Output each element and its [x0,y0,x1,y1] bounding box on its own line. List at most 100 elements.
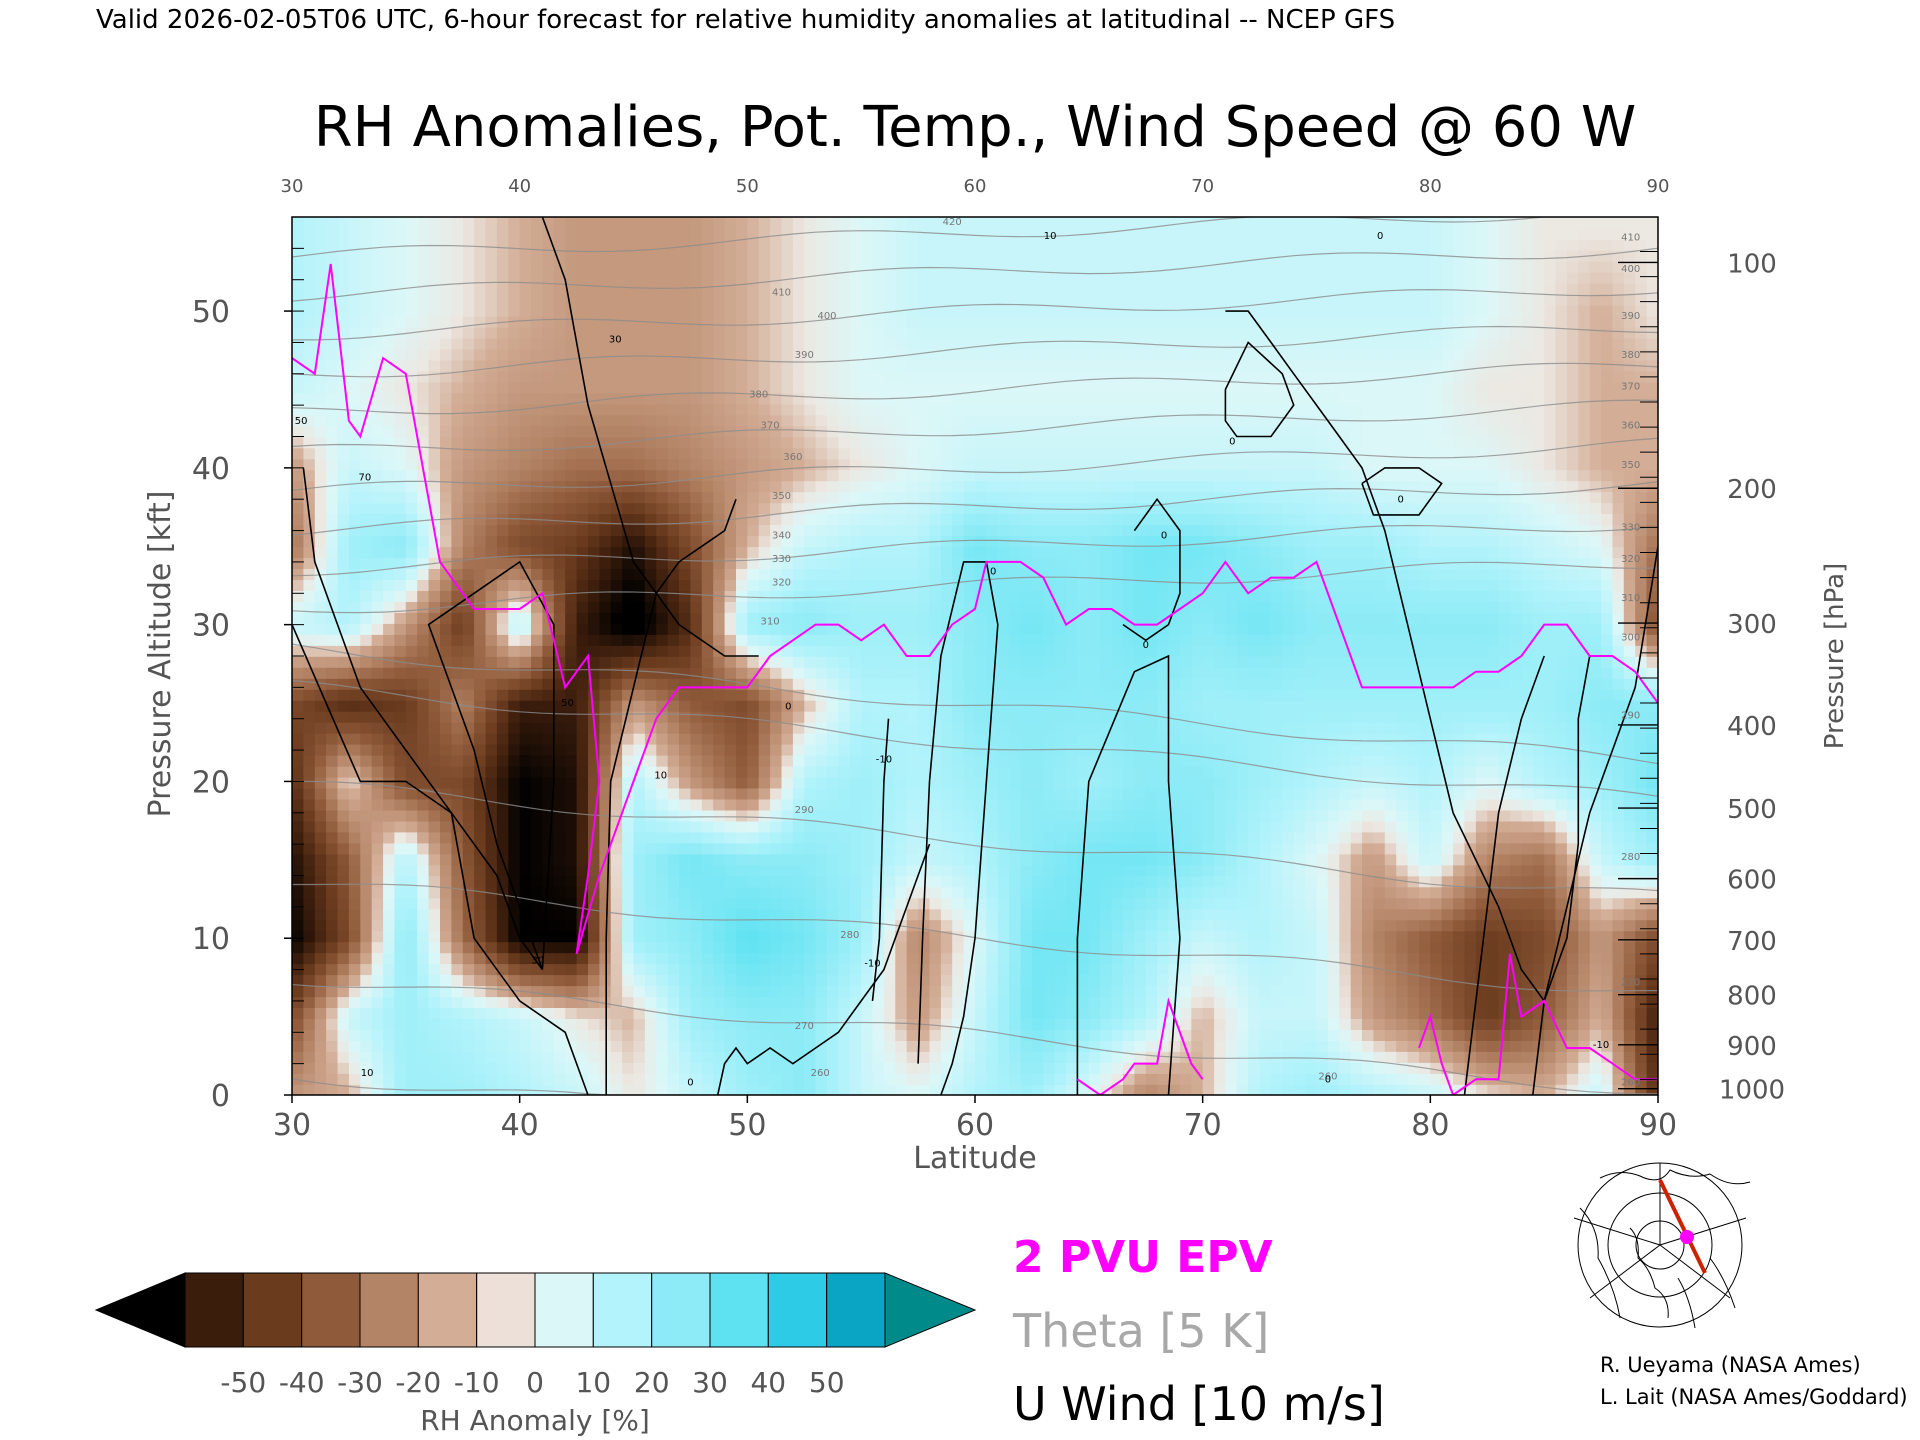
heat-cell [542,963,555,976]
heat-cell [736,337,749,350]
heat-cell [553,765,566,778]
heat-cell [519,886,532,899]
heat-cell [496,282,510,295]
heat-cell [724,930,737,943]
heat-cell [314,502,327,515]
heat-cell [610,765,623,778]
heat-cell [531,392,544,405]
heat-cell [326,875,339,888]
heat-cell [462,743,475,756]
heat-cell [656,688,669,701]
heat-cell [462,557,475,569]
heat-cell [975,480,988,493]
heat-cell [519,271,532,284]
heat-cell [747,754,760,767]
heat-cell [849,1007,862,1019]
heat-cell [383,1007,396,1019]
heat-cell [883,447,897,460]
heat-cell [610,337,623,350]
heat-cell [531,908,544,921]
heat-cell [610,754,623,767]
heat-cell [417,436,430,449]
heat-cell [849,370,862,383]
heat-cell [918,656,931,668]
heat-cell [804,271,817,284]
heat-cell [701,1018,714,1030]
heat-cell [508,480,521,493]
heat-cell [588,842,601,855]
heat-cell [622,919,635,932]
heat-cell [348,754,362,767]
heat-cell [496,436,510,449]
heat-cell [690,425,703,438]
heat-cell [724,326,737,339]
heat-cell [815,974,828,987]
heat-cell [906,952,919,965]
heat-cell [940,249,954,262]
heat-cell [827,217,840,229]
heat-cell [462,765,475,778]
heat-cell [519,1007,532,1019]
heat-cell [690,930,703,943]
heat-cell [360,798,373,811]
heat-cell [303,699,316,712]
heat-cell [644,304,658,317]
heat-cell [371,688,384,701]
heat-cell [963,809,976,822]
heat-cell [610,579,623,591]
heat-cell [360,392,373,405]
heat-cell [849,436,862,449]
heat-cell [849,590,862,602]
heat-cell [975,875,988,888]
heat-cell [906,1062,919,1074]
heat-cell [314,985,327,998]
heat-cell [827,579,840,591]
heat-cell [758,765,771,778]
heat-cell [883,436,897,449]
heat-cell [542,645,555,657]
heat-cell [348,820,362,833]
heat-cell [633,930,646,943]
heat-cell [348,535,362,548]
heat-cell [405,897,418,910]
heat-cell [496,656,510,668]
heat-cell [394,776,407,789]
heat-cell [838,271,851,284]
heat-cell [690,557,703,569]
heat-cell [929,842,942,855]
heat-cell [667,238,680,251]
heat-cell [986,1051,999,1063]
heat-cell [599,568,612,580]
heat-cell [360,238,373,251]
heat-cell [679,228,692,240]
heat-cell [906,524,919,537]
heat-cell [952,798,965,811]
heat-cell [485,359,498,372]
heat-cell [303,886,316,899]
heat-cell [553,513,566,526]
heat-cell [633,293,646,306]
heat-cell [736,974,749,987]
heat-cell [861,557,874,569]
heat-cell [963,754,976,767]
heat-cell [565,315,578,328]
heat-cell [542,1029,555,1041]
heat-cell [292,579,305,591]
heat-cell [292,1040,305,1052]
heat-cell [895,721,908,734]
heat-cell [474,634,487,646]
heat-cell [531,282,544,295]
heat-cell [781,315,794,328]
heat-cell [519,721,532,734]
heat-cell [918,623,931,635]
heat-cell [576,238,589,251]
heat-cell [781,963,794,976]
heat-cell [576,941,589,954]
heat-cell [667,326,680,339]
heat-cell [952,568,965,580]
heat-cell [428,678,441,690]
heat-cell [781,919,794,932]
heat-cell [929,875,942,888]
heat-cell [758,590,771,602]
heat-cell [656,985,669,998]
